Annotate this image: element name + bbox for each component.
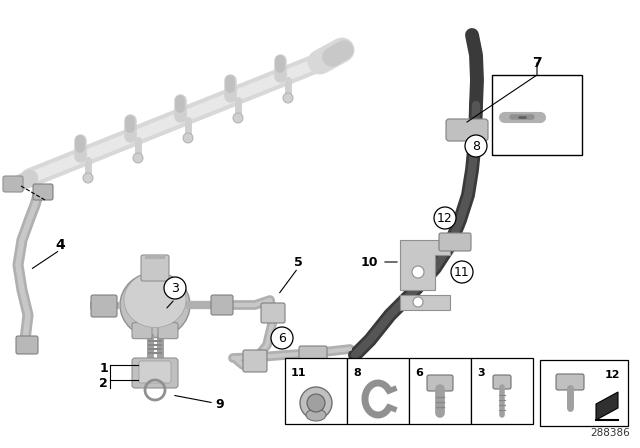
Circle shape: [83, 173, 93, 183]
FancyBboxPatch shape: [211, 295, 233, 315]
FancyBboxPatch shape: [158, 323, 178, 339]
Polygon shape: [596, 392, 618, 420]
Text: 6: 6: [278, 332, 286, 345]
Circle shape: [413, 297, 423, 307]
Circle shape: [451, 261, 473, 283]
FancyBboxPatch shape: [446, 119, 488, 141]
Text: 4: 4: [55, 238, 65, 252]
Bar: [347, 358, 409, 424]
Circle shape: [307, 394, 325, 412]
Circle shape: [233, 113, 243, 123]
Text: 1: 1: [99, 362, 108, 375]
FancyBboxPatch shape: [493, 375, 511, 389]
Text: 8: 8: [472, 139, 480, 152]
FancyBboxPatch shape: [16, 336, 38, 354]
Text: 6: 6: [415, 368, 423, 378]
Bar: [285, 358, 347, 424]
Circle shape: [412, 266, 424, 278]
Text: 8: 8: [353, 368, 361, 378]
Polygon shape: [400, 240, 450, 290]
FancyBboxPatch shape: [132, 358, 178, 388]
FancyBboxPatch shape: [3, 176, 23, 192]
Text: 12: 12: [605, 370, 620, 380]
FancyBboxPatch shape: [139, 361, 171, 383]
Circle shape: [164, 277, 186, 299]
Text: 2: 2: [99, 376, 108, 389]
Bar: [540, 360, 628, 426]
Text: 7: 7: [532, 56, 542, 70]
FancyBboxPatch shape: [91, 295, 117, 317]
Circle shape: [300, 387, 332, 419]
FancyBboxPatch shape: [33, 184, 53, 200]
FancyBboxPatch shape: [299, 346, 327, 362]
Circle shape: [465, 135, 487, 157]
Text: 3: 3: [477, 368, 484, 378]
Text: 5: 5: [294, 255, 302, 268]
Text: 11: 11: [454, 266, 470, 279]
FancyBboxPatch shape: [439, 233, 471, 251]
Text: 11: 11: [291, 368, 307, 378]
FancyBboxPatch shape: [243, 350, 267, 372]
Bar: [471, 358, 533, 424]
Text: 12: 12: [437, 211, 453, 224]
Text: 288386: 288386: [590, 428, 630, 438]
Circle shape: [133, 153, 143, 163]
Circle shape: [283, 93, 293, 103]
Text: 9: 9: [215, 397, 223, 410]
Ellipse shape: [306, 409, 326, 421]
FancyBboxPatch shape: [141, 255, 169, 281]
Text: 10: 10: [360, 255, 378, 268]
Circle shape: [271, 327, 293, 349]
Text: 3: 3: [171, 281, 179, 294]
Circle shape: [183, 133, 193, 143]
Bar: [409, 358, 471, 424]
FancyBboxPatch shape: [556, 374, 584, 390]
Bar: [492, 75, 582, 155]
FancyBboxPatch shape: [132, 323, 152, 339]
Circle shape: [434, 207, 456, 229]
FancyBboxPatch shape: [427, 375, 453, 391]
Polygon shape: [400, 295, 450, 310]
Ellipse shape: [124, 272, 186, 327]
FancyBboxPatch shape: [261, 303, 285, 323]
Ellipse shape: [120, 272, 190, 337]
